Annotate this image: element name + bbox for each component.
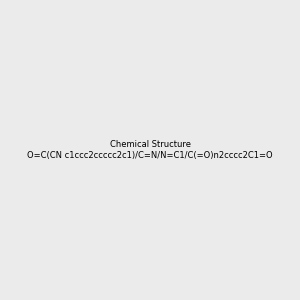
Text: Chemical Structure
O=C(CN c1ccc2ccccc2c1)/C=N/N=C1/C(=O)n2cccc2C1=O: Chemical Structure O=C(CN c1ccc2ccccc2c1… [27,140,273,160]
